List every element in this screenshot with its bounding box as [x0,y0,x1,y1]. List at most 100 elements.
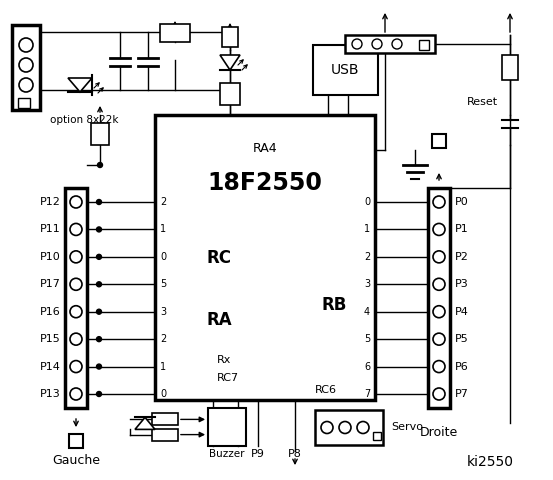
Circle shape [70,388,82,400]
Text: Buzzer: Buzzer [209,449,245,459]
Bar [432,134,446,148]
Bar [220,83,240,105]
Text: ki2550: ki2550 [467,455,514,469]
Text: P2: P2 [455,252,469,262]
Circle shape [70,251,82,263]
Text: P9: P9 [251,449,265,459]
Circle shape [392,39,402,49]
Circle shape [97,309,102,314]
Bar [91,123,109,145]
Circle shape [19,38,33,52]
Circle shape [97,163,102,168]
Bar [313,45,378,95]
Bar [502,55,518,80]
Circle shape [97,282,102,287]
Text: USB: USB [331,63,360,77]
Circle shape [97,392,102,396]
Text: 6: 6 [364,361,370,372]
Bar [160,24,190,42]
Text: option 8x22k: option 8x22k [50,115,118,125]
Bar [152,429,178,441]
Circle shape [97,336,102,342]
Text: 18F2550: 18F2550 [207,171,322,195]
Circle shape [70,196,82,208]
Circle shape [433,278,445,290]
Circle shape [433,360,445,372]
Circle shape [433,333,445,345]
Circle shape [352,39,362,49]
Bar [18,98,30,108]
Text: 2: 2 [160,197,166,207]
Text: P5: P5 [455,334,469,344]
Text: 0: 0 [364,197,370,207]
Text: P8: P8 [288,449,302,459]
Text: 0: 0 [160,252,166,262]
Text: 0: 0 [160,389,166,399]
Bar [428,188,450,408]
Text: P3: P3 [455,279,469,289]
Text: 7: 7 [364,389,370,399]
Circle shape [433,223,445,235]
Text: 5: 5 [160,279,166,289]
Text: P14: P14 [40,361,61,372]
Bar [152,413,178,425]
Polygon shape [135,418,155,430]
Circle shape [70,333,82,345]
Circle shape [433,251,445,263]
Circle shape [70,278,82,290]
Text: Reset: Reset [467,97,498,107]
Text: Rx: Rx [217,355,231,365]
Text: 5: 5 [364,334,370,344]
Bar [208,408,246,446]
Circle shape [433,196,445,208]
Bar [373,432,381,440]
Circle shape [19,78,33,92]
Text: P13: P13 [40,389,61,399]
Text: Servo: Servo [391,422,423,432]
Text: P11: P11 [40,225,61,234]
Text: 3: 3 [160,307,166,317]
Text: 4: 4 [364,307,370,317]
Circle shape [70,306,82,318]
Text: Gauche: Gauche [52,454,100,467]
Circle shape [339,421,351,433]
Text: 3: 3 [364,279,370,289]
Text: 1: 1 [160,225,166,234]
Text: 2: 2 [364,252,370,262]
Circle shape [433,306,445,318]
Text: P4: P4 [455,307,469,317]
Circle shape [97,227,102,232]
Text: 2: 2 [160,334,166,344]
Text: P16: P16 [40,307,61,317]
Circle shape [97,200,102,204]
Bar [12,25,40,110]
Circle shape [70,223,82,235]
Circle shape [357,421,369,433]
Text: RC6: RC6 [315,385,337,395]
Text: RA: RA [207,311,233,329]
Text: P0: P0 [455,197,469,207]
Text: P1: P1 [455,225,469,234]
Bar [222,27,238,47]
Circle shape [97,254,102,259]
Text: P15: P15 [40,334,61,344]
Text: Droite: Droite [420,425,458,439]
Bar [419,40,429,50]
Text: RC: RC [207,249,232,267]
Bar [155,115,375,400]
Text: P17: P17 [40,279,61,289]
Text: 1: 1 [364,225,370,234]
Circle shape [19,58,33,72]
Text: P6: P6 [455,361,469,372]
Circle shape [70,360,82,372]
Bar [65,188,87,408]
Text: RA4: RA4 [253,142,277,155]
Text: P7: P7 [455,389,469,399]
Polygon shape [68,78,92,92]
Circle shape [97,364,102,369]
Polygon shape [220,55,240,70]
Text: P10: P10 [40,252,61,262]
Bar [315,410,383,445]
Circle shape [321,421,333,433]
Text: RB: RB [322,296,347,314]
